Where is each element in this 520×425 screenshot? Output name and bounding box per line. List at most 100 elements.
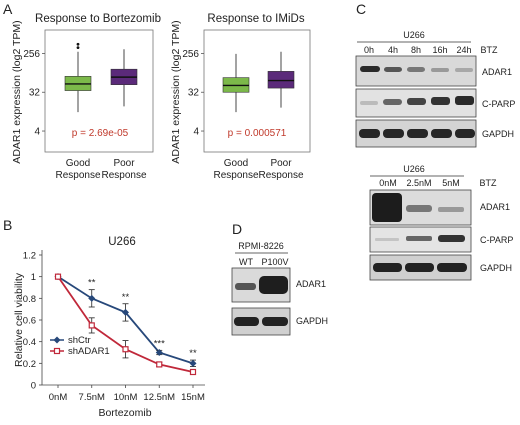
line-chart-viability: U266 Relative cell viability 0 0.2 0.4 0.6 0… <box>13 236 205 419</box>
band <box>235 283 256 290</box>
band <box>455 129 475 138</box>
band <box>407 129 428 138</box>
chart-title: U266 <box>108 236 136 248</box>
panel-label-d: D <box>232 221 242 237</box>
y-tick-label: 1.2 <box>23 251 36 262</box>
y-tick-label: 32 <box>188 88 200 99</box>
y-tick-label: 256 <box>182 49 199 60</box>
x-tick-label-line1: Good <box>224 158 248 169</box>
x-tick-label: 10nM <box>114 392 138 403</box>
y-axis-label: Relative cell viability <box>13 272 25 367</box>
band <box>359 129 380 138</box>
lane-label: 0h <box>364 45 374 55</box>
band-label: GAPDH <box>480 263 512 273</box>
lane-label: 8h <box>411 45 421 55</box>
legend-label-shadar1: shADAR1 <box>68 346 110 357</box>
p-value: p = 2.69e-05 <box>72 128 129 139</box>
y-tick-label: 4 <box>193 127 199 138</box>
band <box>360 66 380 72</box>
lane-label: 0nM <box>379 178 397 188</box>
y-axis-label: ADAR1 expression (log2 TPM) <box>11 20 23 163</box>
band <box>372 193 402 222</box>
band <box>262 317 288 326</box>
band <box>431 129 452 138</box>
x-tick-label-line2: Response <box>55 170 100 181</box>
lane-label: 5nM <box>442 178 460 188</box>
band-label: C-PARP <box>480 235 513 245</box>
band <box>406 205 432 212</box>
band <box>259 276 288 294</box>
y-axis-label: ADAR1 expression (log2 TPM) <box>170 20 182 163</box>
cell-line-label: U266 <box>403 30 425 40</box>
lane-label: 4h <box>388 45 398 55</box>
data-point <box>189 359 197 367</box>
x-tick-label-line1: Good <box>66 158 90 169</box>
significance-label: ** <box>88 278 96 289</box>
data-point <box>122 308 129 316</box>
band <box>437 263 467 272</box>
y-tick-label: 0.4 <box>23 337 36 348</box>
band <box>406 236 432 241</box>
band-label: ADAR1 <box>482 67 512 77</box>
x-tick-label: 15nM <box>181 392 205 403</box>
lane-label: 24h <box>456 45 471 55</box>
band-label: ADAR1 <box>480 202 510 212</box>
data-point <box>88 322 95 329</box>
legend-marker-shadar1 <box>53 347 61 355</box>
x-axis-label: Bortezomib <box>98 407 151 419</box>
y-tick-label: 32 <box>29 88 41 99</box>
box <box>267 71 295 89</box>
outlier-point <box>76 46 80 50</box>
x-tick-label-line2: Response <box>101 170 146 181</box>
treatment-label: BTZ <box>480 178 498 188</box>
band <box>405 263 434 272</box>
plot-frame <box>203 29 311 153</box>
lane-label: P100V <box>261 257 288 267</box>
data-point <box>54 273 62 280</box>
band <box>407 98 426 105</box>
western-blot-mutant: RPMI-8226 WT P100V ADAR1 GAPDH <box>231 241 328 336</box>
band <box>373 263 402 272</box>
band-label: C-PARP <box>482 99 515 109</box>
data-point <box>88 294 96 302</box>
panel-label-a: A <box>3 1 13 17</box>
y-tick-label: 0.2 <box>23 359 36 370</box>
cell-line-label: RPMI-8226 <box>238 241 284 251</box>
band <box>455 68 473 72</box>
x-tick-label: 7.5nM <box>79 392 105 403</box>
data-point <box>189 368 197 376</box>
p-value: p = 0.000571 <box>228 128 287 139</box>
x-tick-label-line2: Response <box>213 170 258 181</box>
y-tick-label: 256 <box>23 49 40 60</box>
significance-label: ** <box>189 348 197 359</box>
band <box>407 67 425 72</box>
lane-label: 16h <box>432 45 447 55</box>
cell-line-label: U266 <box>403 164 425 174</box>
band <box>455 96 474 105</box>
band <box>431 97 450 105</box>
band <box>360 101 378 105</box>
plot-frame <box>44 29 154 153</box>
band-label: GAPDH <box>296 316 328 326</box>
chart-title: Response to IMiDs <box>207 13 304 25</box>
band <box>438 235 465 242</box>
data-point <box>155 349 163 356</box>
x-tick-label-line2: Response <box>258 170 303 181</box>
data-point <box>156 361 163 368</box>
band <box>383 129 404 138</box>
outlier-point <box>76 42 80 46</box>
lane-label: 2.5nM <box>406 178 431 188</box>
y-tick-label: 0.6 <box>23 316 36 327</box>
band <box>438 207 464 212</box>
data-point <box>122 346 129 353</box>
band <box>431 68 449 72</box>
band <box>375 238 399 241</box>
legend: shCtr shADAR1 <box>50 335 110 357</box>
y-tick-label: 0 <box>31 381 36 392</box>
band <box>234 317 259 326</box>
boxplot-bortezomib: Response to Bortezomib ADAR1 expression … <box>11 13 161 181</box>
band-label: GAPDH <box>482 129 514 139</box>
panel-label-b: B <box>3 217 12 233</box>
lane-labels: 0h 4h 8h 16h 24h BTZ <box>364 45 498 55</box>
x-tick-label: 0nM <box>49 392 68 403</box>
